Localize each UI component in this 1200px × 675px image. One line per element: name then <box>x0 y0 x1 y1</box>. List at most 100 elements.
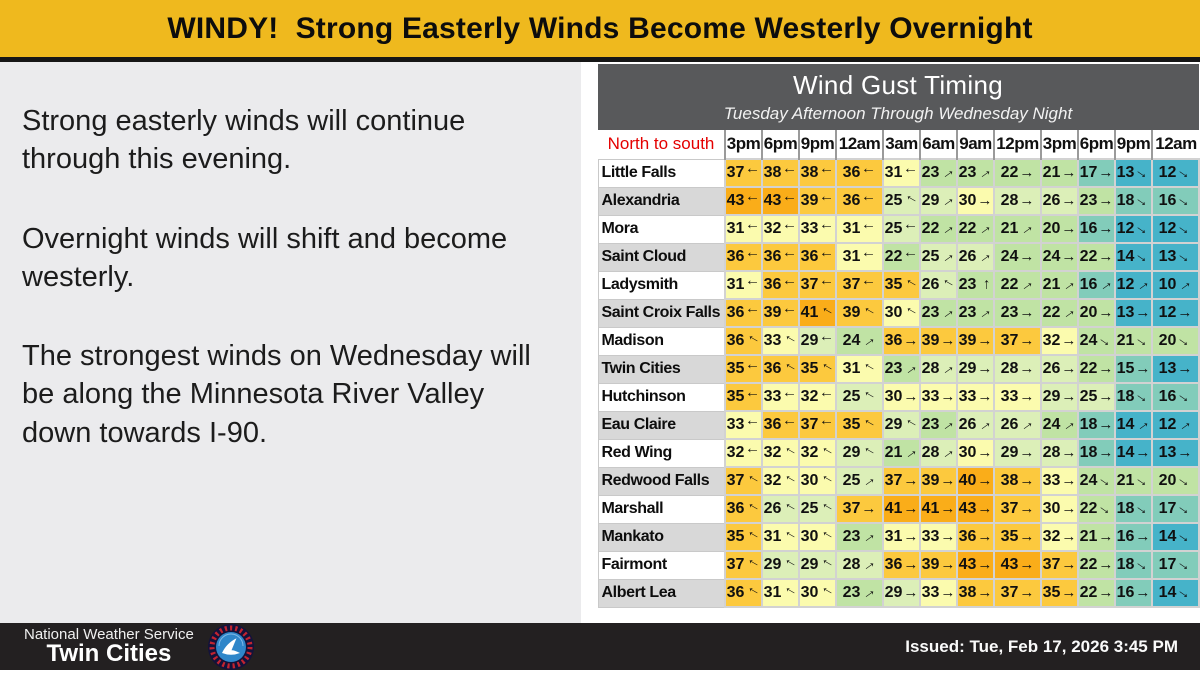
gust-value: 20 <box>1158 472 1177 489</box>
wind-direction-arrow-icon: → <box>1061 248 1077 265</box>
gust-value: 12 <box>1158 416 1177 433</box>
wind-direction-arrow-icon: → <box>779 441 801 464</box>
gust-value: 23 <box>921 304 940 321</box>
gust-cell: 38→ <box>993 466 1042 496</box>
gust-value: 36 <box>726 248 745 265</box>
gust-cell: 12→ <box>1151 298 1200 328</box>
gust-value: 35 <box>800 360 819 377</box>
nws-wordmark: National Weather Service Twin Cities <box>24 626 194 668</box>
gust-cell: 28→ <box>993 186 1042 216</box>
gust-value: 37 <box>800 276 819 293</box>
gust-value: 20 <box>1079 304 1098 321</box>
gust-value: 41 <box>921 500 940 517</box>
gust-value: 15 <box>1116 360 1135 377</box>
gust-value: 37 <box>726 556 745 573</box>
gust-value: 22 <box>1000 164 1019 181</box>
wind-direction-arrow-icon: → <box>1094 497 1117 520</box>
gust-value: 23 <box>958 164 977 181</box>
gust-cell: 24→ <box>1040 410 1080 440</box>
gust-cell: 14→ <box>1151 522 1200 552</box>
wind-direction-arrow-icon: → <box>861 276 877 293</box>
wind-direction-arrow-icon: → <box>1061 388 1077 405</box>
gust-cell: 17→ <box>1151 550 1200 580</box>
gust-value: 29 <box>800 556 819 573</box>
gust-cell: 28→ <box>835 550 884 580</box>
gust-value: 14 <box>1116 248 1135 265</box>
gust-value: 26 <box>1000 416 1019 433</box>
table-row: Twin Cities 35→ 36→ 35→ 31→ 23→ 28→ 29→ 28→ 26→ 22… <box>597 354 1200 384</box>
gust-cell: 35→ <box>835 410 884 440</box>
gust-value: 28 <box>1000 360 1019 377</box>
gust-value: 33 <box>921 528 940 545</box>
wind-direction-arrow-icon: → <box>903 500 919 517</box>
row-header-city: Albert Lea <box>597 578 726 608</box>
gust-cell: 36→ <box>798 242 837 272</box>
wind-direction-arrow-icon: → <box>782 416 798 433</box>
wind-direction-arrow-icon: → <box>819 276 835 293</box>
gust-value: 22 <box>1079 556 1098 573</box>
gust-cell: 20→ <box>1040 214 1079 244</box>
gust-value: 22 <box>1042 304 1061 321</box>
wind-direction-arrow-icon: → <box>1019 500 1035 517</box>
gust-cell: 22→ <box>1077 494 1117 524</box>
gust-cell: 37→ <box>993 578 1042 608</box>
wind-direction-arrow-icon: → <box>1131 553 1154 576</box>
gust-value: 31 <box>726 276 745 293</box>
wind-direction-arrow-icon: → <box>858 301 880 324</box>
column-header-time: 6pm <box>761 130 799 159</box>
gust-value: 30 <box>958 192 977 209</box>
wind-direction-arrow-icon: → <box>977 584 993 601</box>
gust-value: 28 <box>1042 444 1061 461</box>
gust-cell: 39→ <box>919 550 958 580</box>
gust-cell: 28→ <box>919 354 959 384</box>
wind-direction-arrow-icon: → <box>936 189 959 212</box>
wind-direction-arrow-icon: → <box>816 525 838 548</box>
wind-direction-arrow-icon: → <box>857 581 880 604</box>
gust-cell: 28→ <box>993 354 1042 384</box>
wind-direction-arrow-icon: → <box>1098 584 1114 601</box>
wind-direction-arrow-icon: → <box>1135 360 1151 377</box>
wind-direction-arrow-icon: → <box>1135 304 1151 321</box>
gust-value: 32 <box>1042 528 1061 545</box>
wind-direction-arrow-icon: → <box>858 385 880 408</box>
wind-direction-arrow-icon: → <box>977 388 993 405</box>
gust-cell: 31→ <box>882 522 921 552</box>
gust-value: 33 <box>921 584 940 601</box>
gust-value: 43 <box>1000 556 1019 573</box>
column-header-time: 3pm <box>1040 130 1078 159</box>
gust-value: 23 <box>921 416 940 433</box>
gust-cell: 37→ <box>1040 550 1079 580</box>
gust-value: 39 <box>763 304 782 321</box>
gust-cell: 13→ <box>1114 158 1154 188</box>
gust-value: 33 <box>763 388 782 405</box>
gust-cell: 29→ <box>798 550 838 580</box>
gust-cell: 18→ <box>1114 494 1154 524</box>
gust-cell: 23→ <box>993 298 1042 328</box>
wind-direction-arrow-icon: → <box>1173 273 1196 296</box>
gust-cell: 33→ <box>724 410 763 440</box>
gust-value: 29 <box>884 416 903 433</box>
gust-value: 36 <box>958 528 977 545</box>
gust-cell: 33→ <box>993 382 1042 412</box>
gust-cell: 29→ <box>919 186 959 216</box>
gust-value: 28 <box>842 556 861 573</box>
gust-cell: 29→ <box>993 438 1042 468</box>
wind-direction-arrow-icon: → <box>1057 413 1080 436</box>
wind-direction-arrow-icon: → <box>903 248 919 265</box>
gust-cell: 32→ <box>724 438 763 468</box>
wind-direction-arrow-icon: → <box>1131 413 1154 436</box>
gust-cell: 37→ <box>724 158 763 188</box>
gust-cell: 35→ <box>993 522 1042 552</box>
gust-value: 35 <box>884 276 903 293</box>
gust-cell: 23→ <box>956 298 996 328</box>
gust-cell: 23→ <box>919 158 959 188</box>
gust-cell: 30→ <box>798 522 838 552</box>
headline-title: WINDY! Strong Easterly Winds Become West… <box>167 11 1033 45</box>
gust-cell: 38→ <box>956 578 995 608</box>
gust-cell: 36→ <box>882 550 921 580</box>
gust-cell: 29→ <box>882 578 921 608</box>
gust-value: 18 <box>1116 192 1135 209</box>
wind-direction-arrow-icon: → <box>940 584 956 601</box>
gust-value: 25 <box>842 388 861 405</box>
table-row: Redwood Falls 37→ 32→ 30→ 25→ 37→ 39→ 40→ 38→ 33→… <box>597 466 1200 496</box>
